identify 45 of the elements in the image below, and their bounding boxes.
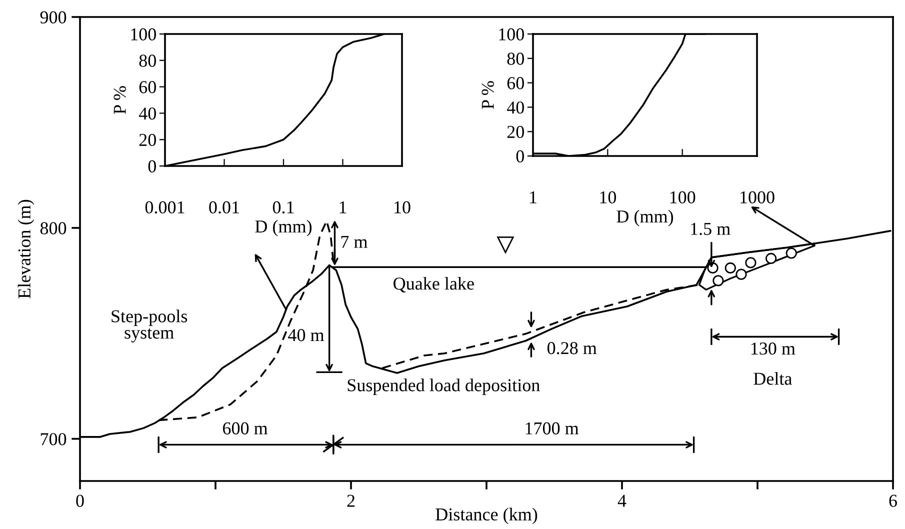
annotation: 130 m	[751, 342, 796, 355]
annotation: 1.5 m	[691, 222, 730, 236]
x-tick-label: 6	[889, 494, 897, 507]
y-axis-title: P %	[482, 81, 494, 109]
x-tick-label: 4	[618, 494, 626, 507]
y-tick-label: 0	[516, 150, 524, 162]
x-tick-label: 1	[530, 191, 536, 204]
x-tick-label: 0.1	[272, 201, 294, 214]
x-axis-title: D (mm)	[255, 220, 312, 236]
y-tick-label: 0	[148, 160, 156, 172]
y-tick-label: 20	[139, 134, 156, 146]
x-tick-label: 0	[76, 494, 84, 507]
annotation: 40 m	[288, 329, 324, 342]
x-tick-label: 10	[600, 191, 616, 204]
x-tick-label: 100	[670, 191, 696, 204]
y-tick-label: 60	[139, 81, 156, 94]
y-axis-title: Elevation (m)	[18, 200, 34, 298]
annotation: Step-pools system	[112, 310, 188, 342]
y-tick-label: 80	[507, 52, 524, 65]
y-axis-title: P %	[114, 86, 126, 114]
annotation: Suspended load deposition	[348, 378, 540, 395]
y-tick-label: 800	[40, 222, 66, 234]
y-tick-label: 80	[139, 54, 156, 67]
x-axis-title: D (mm)	[616, 210, 674, 226]
x-tick-label: 1000	[740, 191, 774, 204]
y-tick-label: 900	[40, 11, 66, 24]
annotation: 1700 m	[526, 422, 579, 434]
x-axis-title: Distance (km)	[436, 508, 538, 524]
y-tick-label: 60	[507, 77, 524, 90]
annotation: Delta	[754, 372, 792, 385]
x-tick-label: 0.001	[145, 201, 184, 214]
x-tick-label: 10	[394, 201, 410, 214]
y-tick-label: 100	[131, 28, 156, 40]
y-tick-label: 20	[507, 126, 524, 138]
annotation: 7 m	[341, 236, 368, 248]
y-tick-label: 100	[499, 28, 524, 40]
x-tick-label: 2	[347, 494, 355, 507]
annotation: 0.28 m	[547, 342, 597, 354]
x-tick-label: 0.01	[209, 201, 239, 214]
x-tick-label: 1	[340, 201, 346, 214]
annotation: 600 m	[222, 422, 268, 434]
y-tick-label: 40	[506, 101, 524, 114]
y-tick-label: 40	[138, 107, 156, 120]
y-tick-label: 700	[40, 433, 66, 446]
annotation: Quake lake	[394, 277, 474, 292]
